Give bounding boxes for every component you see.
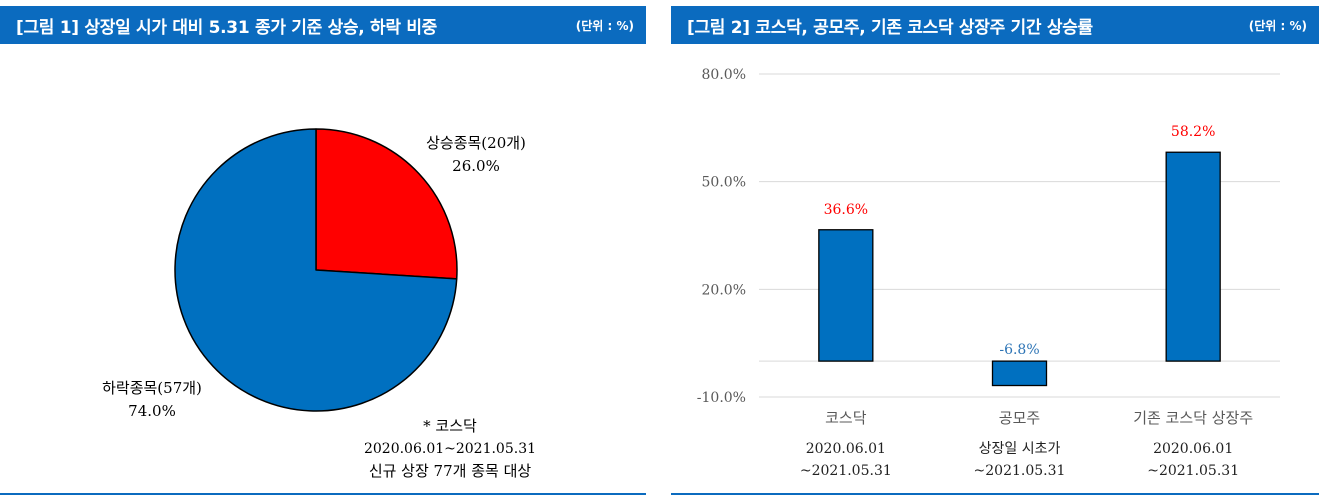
y-tick-label: 20.0%: [702, 282, 746, 298]
y-tick-label: 80.0%: [702, 67, 746, 83]
bar-value-label: -6.8%: [999, 342, 1039, 358]
figure1-title: [그림 1] 상장일 시가 대비 5.31 종가 기준 상승, 하락 비중: [16, 17, 438, 38]
x-category-label: 코스닥: [825, 409, 867, 427]
pie-value-fall: 74.0%: [128, 402, 176, 420]
y-tick-label: 50.0%: [702, 175, 746, 191]
x-sublabel-line1: 2020.06.01: [806, 441, 886, 457]
bar-0: [818, 229, 874, 362]
x-sublabel-line2: ~2021.05.31: [1147, 463, 1239, 479]
figure1-panel: [그림 1] 상장일 시가 대비 5.31 종가 기준 상승, 하락 비중 (단…: [0, 0, 646, 501]
figure2-title: [그림 2] 코스닥, 공모주, 기존 코스닥 상장주 기간 상승률: [687, 17, 1093, 38]
pie-label-fall: 하락종목(57개): [102, 379, 202, 397]
pie-label-rise: 상승종목(20개): [426, 134, 526, 152]
bar-1: [991, 360, 1048, 387]
figure2-title-bar: [그림 2] 코스닥, 공모주, 기존 코스닥 상장주 기간 상승률 (단위 :…: [671, 6, 1319, 44]
x-category-label: 공모주: [999, 409, 1040, 427]
pie-note-scope: 신규 상장 77개 종목 대상: [369, 462, 532, 480]
x-sublabel-line1: 상장일 시초가: [979, 441, 1061, 457]
x-category-label: 기존 코스닥 상장주: [1133, 409, 1253, 427]
figure1-title-bar: [그림 1] 상장일 시가 대비 5.31 종가 기준 상승, 하락 비중 (단…: [0, 6, 646, 44]
figure2-bottom-rule: [671, 493, 1319, 495]
x-sublabel-line2: ~2021.05.31: [800, 463, 892, 479]
pie-note-title: * 코스닥: [423, 417, 477, 435]
pie-slice-rise: [315, 128, 458, 280]
pie-slice-fall: [174, 128, 458, 412]
figure2-unit: (단위 : %): [1248, 18, 1307, 33]
pie-value-rise: 26.0%: [452, 157, 500, 175]
bar-value-label: 36.6%: [824, 202, 868, 218]
x-sublabel-line1: 2020.06.01: [1153, 441, 1233, 457]
figure1-bottom-rule: [0, 493, 646, 495]
bar-chart: 80.0% 50.0% 20.0% -10.0% 36.6% 코스닥 2020.06.01 ~…: [697, 67, 1280, 479]
pie-note-period: 2020.06.01~2021.05.31: [364, 441, 536, 457]
pie-chart: 상승종목(20개) 26.0% 하락종목(57개) 74.0% * 코스닥 20…: [102, 128, 536, 480]
figure1-unit: (단위 : %): [575, 18, 634, 33]
x-sublabel-line2: ~2021.05.31: [974, 463, 1066, 479]
bar-2: [1165, 151, 1221, 362]
bar-value-label: 58.2%: [1171, 124, 1215, 140]
y-tick-label: -10.0%: [697, 390, 746, 406]
figure2-panel: [그림 2] 코스닥, 공모주, 기존 코스닥 상장주 기간 상승률 (단위 :…: [671, 0, 1319, 501]
